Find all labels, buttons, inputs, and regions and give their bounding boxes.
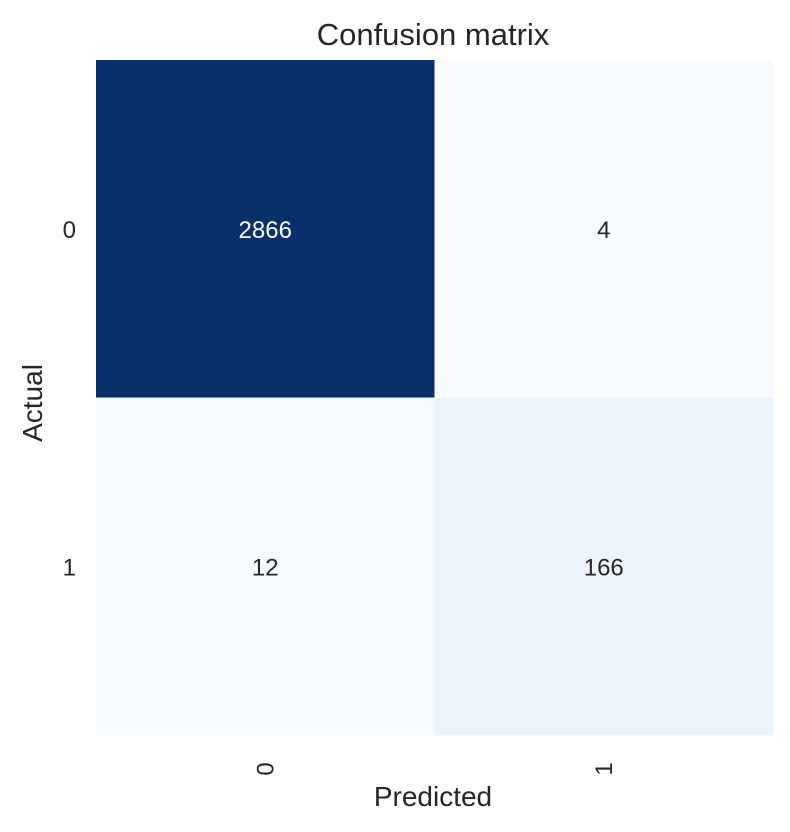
heatmap-cell-value: 4 [597,217,610,244]
y-tick-label: 1 [63,554,76,581]
heatmap-cells [96,60,774,736]
heatmap-cell [434,60,774,398]
heatmap-cell-value: 166 [584,554,624,581]
heatmap-cell-labels: 2866 4 12 166 [239,217,624,582]
heatmap-cell [96,60,435,398]
x-tick-label: 1 [591,762,618,775]
heatmap-cell-value: 12 [252,554,279,581]
y-axis-label: Actual [17,364,48,442]
heatmap-cell-value: 2866 [239,217,292,244]
y-tick-label: 0 [63,217,76,244]
x-axis-label: Predicted [374,781,492,812]
heatmap-cell [434,397,774,736]
chart-title: Confusion matrix [317,17,550,52]
heatmap-cell [96,397,435,736]
x-tick-label: 0 [252,762,279,775]
y-axis-ticks: 01 [63,217,76,582]
